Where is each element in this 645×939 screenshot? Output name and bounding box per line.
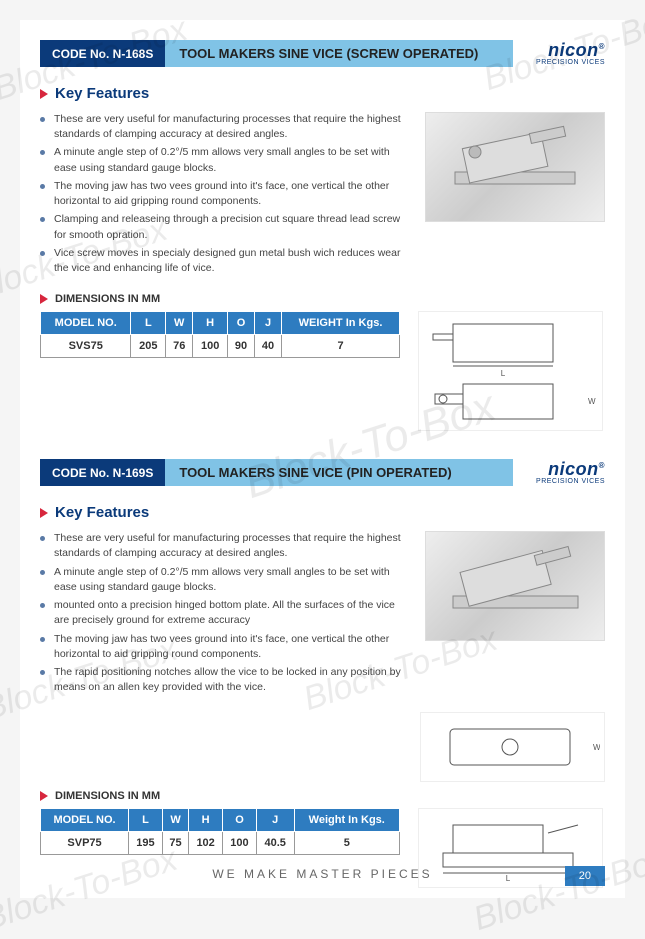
technical-diagram-2a: W xyxy=(420,712,605,782)
key-features-label: Key Features xyxy=(55,85,149,102)
table-header-row: MODEL NO. L W H O J WEIGHT In Kgs. xyxy=(41,312,400,335)
table-header: J xyxy=(255,312,282,335)
key-features-label: Key Features xyxy=(55,504,149,521)
dimensions-row: MODEL NO. L W H O J WEIGHT In Kgs. SVS75… xyxy=(40,311,605,431)
table-cell: 195 xyxy=(129,832,163,855)
product-photo-1 xyxy=(425,112,605,222)
brand-logo: nicon® PRECISION VICES xyxy=(513,40,605,67)
chevron-icon xyxy=(40,508,48,518)
feature-item: Clamping and releaseing through a precis… xyxy=(40,212,411,242)
table-row: SVP75 195 75 102 100 40.5 5 xyxy=(41,832,400,855)
key-features-heading: Key Features xyxy=(40,85,605,102)
dimensions-heading: DIMENSIONS IN MM xyxy=(40,293,605,305)
chevron-icon xyxy=(40,89,48,99)
section-2: CODE No. N-169S TOOL MAKERS SINE VICE (P… xyxy=(40,459,605,888)
dimensions-label: DIMENSIONS IN MM xyxy=(55,293,160,305)
vice-image-icon xyxy=(435,122,595,212)
dimensions-table-2: MODEL NO. L W H O J Weight In Kgs. SVP75… xyxy=(40,808,400,855)
dimensions-heading: DIMENSIONS IN MM xyxy=(40,790,605,802)
features-list-1: These are very useful for manufacturing … xyxy=(40,112,411,279)
key-features-heading: Key Features xyxy=(40,504,605,521)
section-top-row: These are very useful for manufacturing … xyxy=(40,531,605,698)
footer-tagline: WE MAKE MASTER PIECES xyxy=(212,867,432,881)
feature-item: mounted onto a precision hinged bottom p… xyxy=(40,598,411,628)
chevron-icon xyxy=(40,294,48,304)
table-header: WEIGHT In Kgs. xyxy=(282,312,400,335)
technical-diagram-1: L W xyxy=(418,311,603,431)
table-header: J xyxy=(256,809,294,832)
table-header: O xyxy=(228,312,255,335)
logo-subtitle: PRECISION VICES xyxy=(536,478,605,485)
feature-item: These are very useful for manufacturing … xyxy=(40,112,411,142)
table-header: L xyxy=(129,809,163,832)
table-cell: 100 xyxy=(223,832,257,855)
table-header: MODEL NO. xyxy=(41,809,129,832)
table-cell: SVP75 xyxy=(41,832,129,855)
dimensions-label: DIMENSIONS IN MM xyxy=(55,790,160,802)
table-header: O xyxy=(223,809,257,832)
feature-item: A minute angle step of 0.2°/5 mm allows … xyxy=(40,145,411,175)
feature-item: These are very useful for manufacturing … xyxy=(40,531,411,561)
product-title: TOOL MAKERS SINE VICE (PIN OPERATED) xyxy=(165,459,513,486)
header-bar-2: CODE No. N-169S TOOL MAKERS SINE VICE (P… xyxy=(40,459,605,486)
table-header: H xyxy=(193,312,228,335)
brand-logo: nicon® PRECISION VICES xyxy=(513,459,605,486)
table-cell: 75 xyxy=(162,832,188,855)
table-cell: 102 xyxy=(189,832,223,855)
table-header-row: MODEL NO. L W H O J Weight In Kgs. xyxy=(41,809,400,832)
table-cell: 40 xyxy=(255,335,282,358)
code-number: CODE No. N-169S xyxy=(40,459,165,486)
product-photo-2 xyxy=(425,531,605,641)
table-cell: 205 xyxy=(131,335,166,358)
table-header: MODEL NO. xyxy=(41,312,131,335)
section-top-row: These are very useful for manufacturing … xyxy=(40,112,605,279)
catalog-page: CODE No. N-168S TOOL MAKERS SINE VICE (S… xyxy=(20,20,625,898)
table-cell: 40.5 xyxy=(256,832,294,855)
product-title: TOOL MAKERS SINE VICE (SCREW OPERATED) xyxy=(165,40,513,67)
table-row: SVS75 205 76 100 90 40 7 xyxy=(41,335,400,358)
feature-item: The rapid positioning notches allow the … xyxy=(40,665,411,695)
table-cell: 90 xyxy=(228,335,255,358)
section-1: CODE No. N-168S TOOL MAKERS SINE VICE (S… xyxy=(40,40,605,431)
logo-subtitle: PRECISION VICES xyxy=(536,59,605,66)
vice-image-icon xyxy=(435,541,595,631)
svg-text:W: W xyxy=(593,743,600,752)
feature-item: A minute angle step of 0.2°/5 mm allows … xyxy=(40,565,411,595)
dimensions-table-1: MODEL NO. L W H O J WEIGHT In Kgs. SVS75… xyxy=(40,311,400,358)
logo-text: nicon® xyxy=(548,41,605,59)
table-header: W xyxy=(162,809,188,832)
diagram-icon: L W xyxy=(423,314,598,429)
features-list-2: These are very useful for manufacturing … xyxy=(40,531,411,698)
header-bar-1: CODE No. N-168S TOOL MAKERS SINE VICE (S… xyxy=(40,40,605,67)
svg-text:W: W xyxy=(588,397,596,406)
table-cell: 76 xyxy=(166,335,193,358)
diagram-icon: W xyxy=(425,717,600,777)
table-header: L xyxy=(131,312,166,335)
page-number: 20 xyxy=(565,866,605,886)
feature-item: The moving jaw has two vees ground into … xyxy=(40,179,411,209)
table-cell: 100 xyxy=(193,335,228,358)
table-cell: SVS75 xyxy=(41,335,131,358)
code-number: CODE No. N-168S xyxy=(40,40,165,67)
table-header: Weight In Kgs. xyxy=(294,809,399,832)
footer: WE MAKE MASTER PIECES xyxy=(20,862,625,886)
logo-text: nicon® xyxy=(548,460,605,478)
table-header: H xyxy=(189,809,223,832)
table-cell: 5 xyxy=(294,832,399,855)
table-cell: 7 xyxy=(282,335,400,358)
svg-text:L: L xyxy=(501,369,506,378)
table-header: W xyxy=(166,312,193,335)
feature-item: Vice screw moves in specialy designed gu… xyxy=(40,246,411,276)
chevron-icon xyxy=(40,791,48,801)
diagram-mid-row: W xyxy=(40,712,605,782)
feature-item: The moving jaw has two vees ground into … xyxy=(40,632,411,662)
